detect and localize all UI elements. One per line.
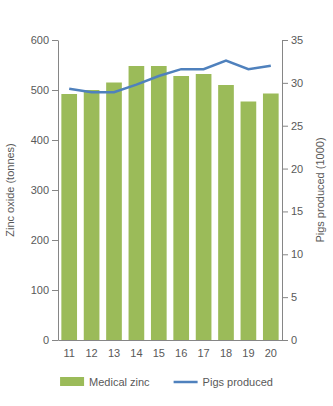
y2-axis-tick-mark: [282, 254, 288, 255]
y2-axis-tick-label: 25: [291, 120, 303, 132]
x-axis-tick: 15: [153, 347, 165, 359]
bar: [84, 90, 100, 340]
legend-label: Medical zinc: [89, 376, 150, 388]
x-axis: 11 12 13 14 15 16 17 18 19 20: [59, 341, 283, 359]
y2-axis-line: [282, 41, 283, 341]
y2-axis-tick-label: 15: [291, 205, 303, 217]
y-axis-tick: 0: [43, 334, 58, 346]
marks: [61, 61, 278, 340]
x-axis-tick-label: 18: [220, 347, 232, 359]
bar: [173, 76, 189, 340]
x-axis-tick-label: 11: [63, 347, 74, 359]
y2-axis-tick: 5: [282, 291, 297, 303]
y-axis-tick-mark: [52, 40, 58, 41]
y-axis-tick-label: 100: [31, 284, 49, 296]
x-axis-tick-label: 20: [265, 347, 277, 359]
x-axis-tick: 19: [242, 347, 254, 359]
y-axis-tick: 600: [31, 34, 58, 46]
legend-item: Pigs produced: [174, 376, 273, 388]
legend-swatch: [174, 381, 198, 384]
y-axis-line: [58, 41, 59, 341]
y2-axis-tick-label: 35: [291, 34, 303, 46]
x-axis-line: [59, 340, 283, 341]
x-axis-tick: 13: [108, 347, 120, 359]
bar: [106, 83, 122, 341]
y-axis-tick: 100: [31, 284, 58, 296]
y-axis-tick: 500: [31, 84, 58, 96]
y2-axis-tick-mark: [282, 211, 288, 212]
legend-swatch: [60, 377, 84, 386]
y2-axis-tick-mark: [282, 169, 288, 170]
chart-container: 0100200300400500600051015202530351112131…: [0, 0, 333, 406]
y2-axis-tick: 20: [282, 163, 303, 175]
y2-axis: 0 5 10 15 20 25 30 35: [282, 34, 303, 346]
chart-svg: 0100200300400500600051015202530351112131…: [0, 0, 333, 406]
x-axis-tick-label: 17: [197, 347, 209, 359]
x-axis-tick-label: 12: [85, 347, 97, 359]
y-axis-tick-label: 600: [31, 34, 49, 46]
y2-axis-title: Pigs produced (1000): [314, 137, 326, 242]
legend: Medical zinc Pigs produced: [60, 376, 273, 388]
y-axis-tick-mark: [52, 190, 58, 191]
y-axis-tick: 400: [31, 134, 58, 146]
y-axis-tick: 300: [31, 184, 58, 196]
plot: 0100200300400500600051015202530351112131…: [31, 34, 304, 359]
y-axis: 0 100 200 300 400 500 600: [31, 34, 59, 346]
x-axis-tick: 12: [85, 347, 97, 359]
x-axis-tick-label: 19: [242, 347, 254, 359]
x-axis-tick-label: 13: [108, 347, 120, 359]
y2-axis-tick-mark: [282, 297, 288, 298]
x-axis-tick-label: 15: [153, 347, 165, 359]
y-axis-tick-mark: [52, 240, 58, 241]
y2-axis-tick-label: 10: [291, 248, 303, 260]
x-axis-tick: 14: [130, 347, 142, 359]
y2-axis-tick-mark: [282, 40, 288, 41]
y-axis-tick-mark: [52, 140, 58, 141]
y2-axis-tick-label: 20: [291, 163, 303, 175]
bar: [241, 102, 257, 341]
x-axis-tick-label: 14: [130, 347, 142, 359]
y2-axis-tick: 30: [282, 77, 303, 89]
y2-axis-tick-mark: [282, 126, 288, 127]
x-axis-tick: 20: [265, 347, 277, 359]
x-axis-tick-label: 16: [175, 347, 187, 359]
y-axis-tick-label: 200: [31, 234, 49, 246]
y-axis-tick-mark: [52, 340, 58, 341]
y-axis-tick: 200: [31, 234, 58, 246]
x-axis-tick: 18: [220, 347, 232, 359]
y-axis-tick-mark: [52, 290, 58, 291]
y2-axis-tick: 15: [282, 205, 303, 217]
y2-axis-tick-mark: [282, 340, 288, 341]
bar: [151, 66, 167, 340]
y-axis-tick-label: 0: [43, 334, 49, 346]
y2-axis-tick: 35: [282, 34, 303, 46]
legend-label: Pigs produced: [203, 376, 273, 388]
y2-axis-tick: 25: [282, 120, 303, 132]
y2-axis-tick-mark: [282, 83, 288, 84]
bar: [263, 94, 279, 341]
y2-axis-tick-label: 0: [291, 334, 297, 346]
bar: [218, 85, 234, 340]
y-axis-tick-label: 400: [31, 134, 49, 146]
y-axis-tick-label: 300: [31, 184, 49, 196]
y2-axis-tick: 0: [282, 334, 297, 346]
y2-axis-tick: 10: [282, 248, 303, 260]
bar: [129, 66, 145, 340]
x-axis-tick: 11: [63, 347, 74, 359]
bar: [61, 94, 77, 340]
y2-axis-tick-label: 30: [291, 77, 303, 89]
line: [69, 61, 271, 93]
x-axis-tick: 16: [175, 347, 187, 359]
bar: [196, 74, 212, 340]
legend-item: Medical zinc: [60, 376, 150, 388]
y-axis-title: Zinc oxide (tonnes): [4, 143, 16, 237]
y2-axis-tick-label: 5: [291, 291, 297, 303]
y-axis-tick-label: 500: [31, 84, 49, 96]
y-axis-tick-mark: [52, 90, 58, 91]
x-axis-tick: 17: [197, 347, 209, 359]
